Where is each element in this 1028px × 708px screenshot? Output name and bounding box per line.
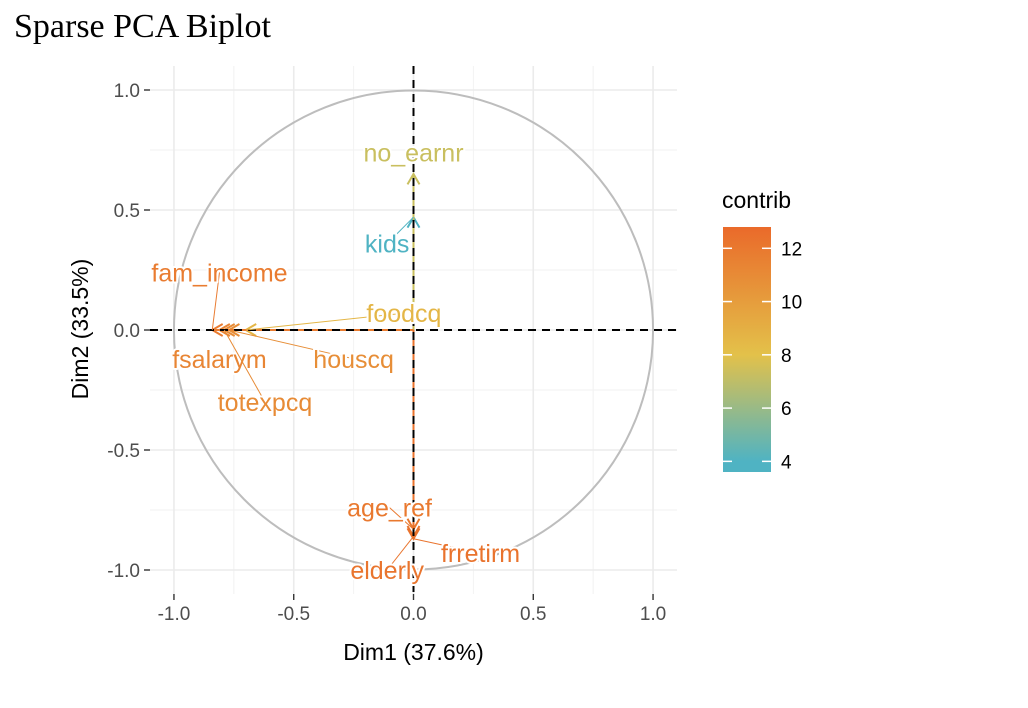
- arrowhead-no_earnr: [406, 172, 421, 185]
- y-tick-label: -1.0: [107, 561, 140, 582]
- y-tick-label: 1.0: [114, 81, 140, 102]
- chart-title: Sparse PCA Biplot: [14, 8, 271, 45]
- y-axis-label: Dim2 (33.5%): [67, 259, 93, 400]
- x-tick-label: 1.0: [640, 604, 666, 625]
- y-tick-label: 0.5: [114, 201, 140, 222]
- leader-elderly: [386, 536, 414, 571]
- x-tick-label: 0.5: [520, 604, 546, 625]
- colorbar-tick-label: 8: [781, 346, 792, 367]
- label-fsalarym: fsalarym: [172, 346, 266, 374]
- x-tick-label: -0.5: [277, 604, 310, 625]
- label-houscq: houscq: [313, 346, 394, 374]
- label-elderly: elderly: [350, 557, 424, 585]
- colorbar: [723, 227, 771, 472]
- label-foodcq: foodcq: [366, 300, 441, 328]
- label-fam_income: fam_income: [151, 259, 287, 287]
- leader-foodcq: [245, 312, 404, 331]
- colorbar-tick-label: 6: [781, 399, 792, 420]
- label-no_earnr: no_earnr: [363, 139, 463, 167]
- axes: -1.0 -0.5 0.0 0.5 1.0 1.0 0.5 0.0 -0.5 -1.0 Dim1 (…: [67, 81, 666, 665]
- colorbar-tick-label: 4: [781, 452, 792, 473]
- label-kids: kids: [365, 231, 409, 259]
- x-axis-label: Dim1 (37.6%): [343, 639, 484, 665]
- legend-title: contrib: [722, 187, 791, 213]
- colorbar-tick-label: 12: [781, 239, 802, 260]
- label-frretirm: frretirm: [441, 540, 520, 568]
- x-tick-label: -1.0: [158, 604, 191, 625]
- leader-kids: [386, 216, 414, 244]
- colorbar-tick-label: 10: [781, 293, 802, 314]
- leader-houscq: [228, 329, 354, 360]
- leader-fam_income: [211, 272, 220, 331]
- y-tick-label: -0.5: [107, 441, 140, 462]
- leader-age_ref: [389, 507, 414, 530]
- unit-circle: [172, 89, 655, 571]
- x-tick-label: 0.0: [400, 604, 426, 625]
- leader-frretirm: [413, 538, 481, 554]
- legend: contrib 12 10 8 6 4: [722, 187, 802, 473]
- label-totexpcq: totexpcq: [218, 389, 313, 417]
- label-age_ref: age_ref: [347, 495, 432, 523]
- y-tick-label: 0.0: [114, 321, 140, 342]
- leader-totexpcq: [223, 329, 266, 403]
